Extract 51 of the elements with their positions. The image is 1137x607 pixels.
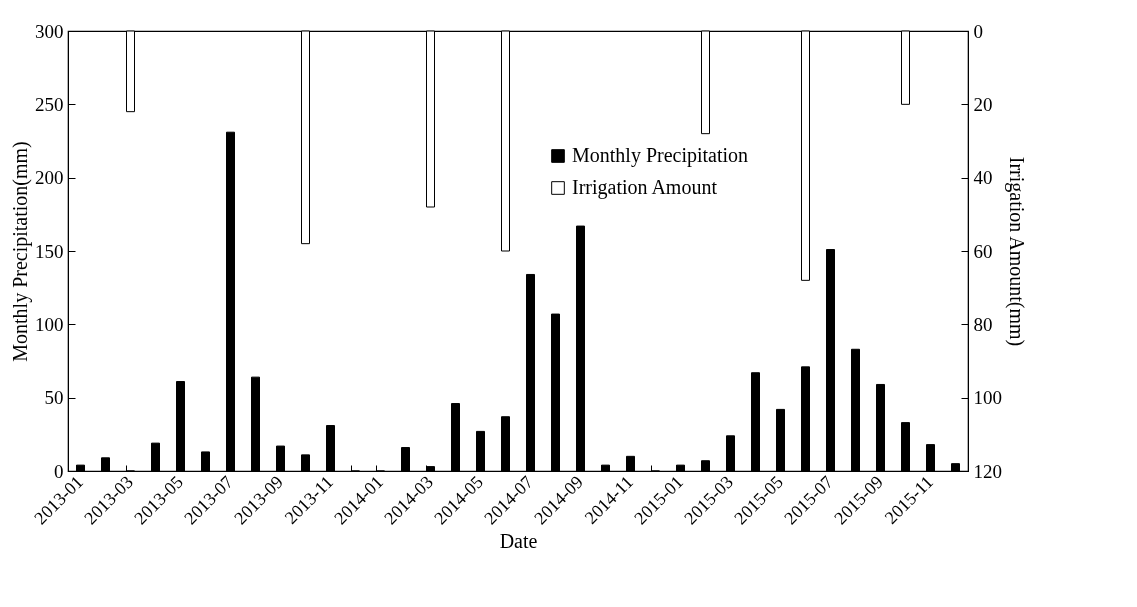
- y-tick-label: 200: [35, 167, 64, 189]
- bar: [201, 451, 210, 472]
- y2-axis-title: Irrigation Amount(mm): [1005, 156, 1028, 347]
- bar: [501, 416, 510, 472]
- bar: [226, 131, 235, 472]
- y2-tick-label: 0: [973, 20, 983, 42]
- bar: [851, 348, 860, 472]
- y-tick-label: 100: [35, 313, 64, 335]
- bar: [876, 383, 885, 472]
- bar: [701, 460, 710, 472]
- bar: [676, 464, 685, 472]
- bar: [326, 425, 335, 472]
- bar: [801, 366, 810, 472]
- legend-label: Irrigation Amount: [572, 176, 718, 199]
- y2-tick-label: 60: [973, 240, 993, 262]
- bar: [476, 430, 485, 472]
- bar: [901, 422, 910, 472]
- y2-tick-label: 120: [973, 460, 1002, 482]
- y-tick-label: 0: [54, 460, 64, 482]
- bar: [276, 445, 285, 472]
- y-tick-label: 50: [44, 387, 64, 409]
- bar: [751, 372, 760, 472]
- y-axis-title: Monthly Precipitation(mm): [9, 141, 32, 362]
- bar: [76, 464, 85, 472]
- bar: [426, 466, 435, 472]
- bar: [551, 313, 560, 472]
- bar: [826, 249, 835, 472]
- bar: [151, 442, 160, 472]
- y-tick-label: 250: [35, 93, 64, 115]
- bar: [401, 447, 410, 472]
- legend-label: Monthly Precipitation: [572, 144, 749, 167]
- bar: [301, 454, 310, 472]
- y2-tick-label: 80: [973, 313, 993, 335]
- bar: [526, 273, 535, 472]
- bar: [726, 435, 735, 472]
- y2-tick-label: 20: [973, 93, 993, 115]
- bar: [451, 403, 460, 472]
- bar: [601, 464, 610, 472]
- y2-tick-label: 40: [973, 167, 993, 189]
- bar: [176, 381, 185, 472]
- bar: [576, 225, 585, 472]
- y2-tick-label: 100: [973, 387, 1002, 409]
- y-tick-label: 150: [35, 240, 64, 262]
- x-axis-title: Date: [499, 530, 538, 553]
- y-tick-label: 300: [35, 20, 64, 42]
- bar: [776, 408, 785, 472]
- bar: [101, 457, 110, 472]
- bar: [251, 376, 260, 472]
- bar: [926, 444, 935, 472]
- bar: [951, 463, 960, 472]
- bar: [626, 455, 635, 472]
